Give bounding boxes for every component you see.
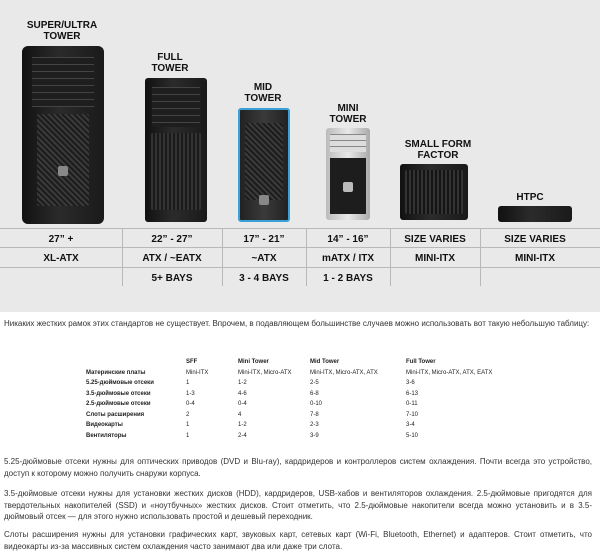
- table-cell: 3.5-дюймовые отсеки: [86, 390, 151, 397]
- table-cell: 7-10: [406, 411, 419, 418]
- table-cell: 1: [186, 422, 190, 429]
- table-row: 2.5-дюймовые отсеки 0-4 0-4 0-10 0-11: [86, 399, 506, 410]
- table-cell: Видеокарты: [86, 422, 123, 429]
- table-header: SFF: [186, 359, 198, 366]
- table-cell: 4: [238, 411, 242, 418]
- table-cell: 2-4: [238, 432, 247, 439]
- table-row: Видеокарты 1 1-2 2-3 3-4: [86, 420, 506, 431]
- table-cell: 5-10: [406, 432, 419, 439]
- mini-tower-case-image: [326, 128, 370, 220]
- table-cell: 1-2: [238, 422, 247, 429]
- mid-tower-case-image: [238, 108, 290, 222]
- table-cell: 0-4: [186, 401, 195, 408]
- table-cell: 7-8: [310, 411, 319, 418]
- form-mid: ~ATX: [251, 253, 277, 264]
- intro-paragraph: Никаких жестких рамок этих стандартов не…: [4, 319, 590, 328]
- table-cell: Mini-ITX: [186, 369, 209, 376]
- table-header: Mini Tower: [238, 359, 269, 366]
- table-row: Вентиляторы 1 2-4 3-9 5-10: [86, 431, 506, 442]
- table-cell: Вентиляторы: [86, 432, 127, 439]
- form-super-ultra: XL-ATX: [43, 253, 79, 264]
- size-mid: 17” - 21”: [243, 234, 285, 245]
- table-cell: Mini-ITX, Micro-ATX: [238, 369, 292, 376]
- size-full: 22” - 27”: [151, 234, 193, 245]
- paragraph-expansion-slots: Слоты расширения нужны для установки гра…: [4, 530, 592, 551]
- small-form-factor-case-image: [400, 164, 468, 220]
- table-row: Материнские платы Mini-ITX Mini-ITX, Mic…: [86, 368, 506, 379]
- form-mini: mATX / ITX: [321, 253, 375, 264]
- table-cell: 3-9: [310, 432, 319, 439]
- title-small-form-factor: SMALL FORM FACTOR: [404, 139, 472, 161]
- table-cell: 5.25-дюймовые отсеки: [86, 380, 154, 387]
- form-htpc: MINI-ITX: [515, 253, 555, 264]
- table-cell: Mini-ITX, Micro-ATX, ATX, EATX: [406, 369, 493, 376]
- case-spec-table: SFF Mini Tower Mid Tower Full Tower Мате…: [86, 357, 506, 441]
- title-super-ultra-tower: SUPER/ULTRA TOWER: [26, 20, 98, 42]
- form-full: ATX / ~EATX: [142, 253, 202, 264]
- table-header: [86, 357, 186, 368]
- table-cell: 3-6: [406, 380, 415, 387]
- title-htpc: HTPC: [516, 192, 544, 203]
- table-cell: 0-11: [406, 401, 418, 408]
- table-cell: 0-10: [310, 401, 323, 408]
- table-cell: 3-4: [406, 422, 415, 429]
- table-cell: 1-2: [238, 380, 247, 387]
- title-full-tower: FULL TOWER: [151, 52, 189, 74]
- title-mini-tower: MINI TOWER: [329, 103, 367, 125]
- table-cell: Mini-ITX, Micro-ATX, ATX: [310, 369, 378, 376]
- bays-mini: 1 - 2 BAYS: [323, 273, 373, 284]
- table-cell: 6-13: [406, 390, 419, 397]
- paragraph-525-bays: 5.25-дюймовые отсеки нужны для оптически…: [4, 457, 592, 478]
- size-super-ultra: 27” +: [48, 234, 74, 245]
- size-mini: 14” - 16”: [327, 234, 369, 245]
- table-row: Слоты расширения 2 4 7-8 7-10: [86, 410, 506, 421]
- bays-full: 5+ BAYS: [151, 273, 193, 284]
- full-tower-case-image: [145, 78, 207, 222]
- table-cell: Материнские платы: [86, 369, 146, 376]
- table-cell: 2-5: [310, 380, 319, 387]
- size-sff: SIZE VARIES: [404, 234, 466, 245]
- case-size-infographic: SUPER/ULTRA TOWER FULL TOWER MID TOWER M…: [0, 0, 600, 312]
- table-header: Full Tower: [406, 359, 436, 366]
- table-header-row: SFF Mini Tower Mid Tower Full Tower: [86, 357, 506, 368]
- table-cell: Слоты расширения: [86, 411, 145, 418]
- table-cell: 1: [186, 432, 190, 439]
- table-cell: 1: [186, 380, 190, 387]
- table-cell: 1-3: [186, 390, 195, 397]
- table-row: 5.25-дюймовые отсеки 1 1-2 2-5 3-6: [86, 378, 506, 389]
- table-cell: 0-4: [238, 401, 247, 408]
- table-row: 3.5-дюймовые отсеки 1-3 4-6 6-8 6-13: [86, 389, 506, 400]
- size-htpc: SIZE VARIES: [504, 234, 566, 245]
- htpc-case-image: [498, 206, 572, 222]
- form-sff: MINI-ITX: [415, 253, 455, 264]
- bays-mid: 3 - 4 BAYS: [239, 273, 289, 284]
- paragraph-35-bays: 3.5-дюймовые отсеки нужны для установки …: [4, 489, 592, 521]
- table-cell: 6-8: [310, 390, 319, 397]
- table-cell: 4-6: [238, 390, 247, 397]
- super-tower-case-image: [22, 46, 104, 224]
- table-cell: 2-3: [310, 422, 319, 429]
- title-mid-tower: MID TOWER: [244, 82, 282, 104]
- table-header: Mid Tower: [310, 359, 340, 366]
- table-cell: 2.5-дюймовые отсеки: [86, 401, 151, 408]
- table-cell: 2: [186, 411, 190, 418]
